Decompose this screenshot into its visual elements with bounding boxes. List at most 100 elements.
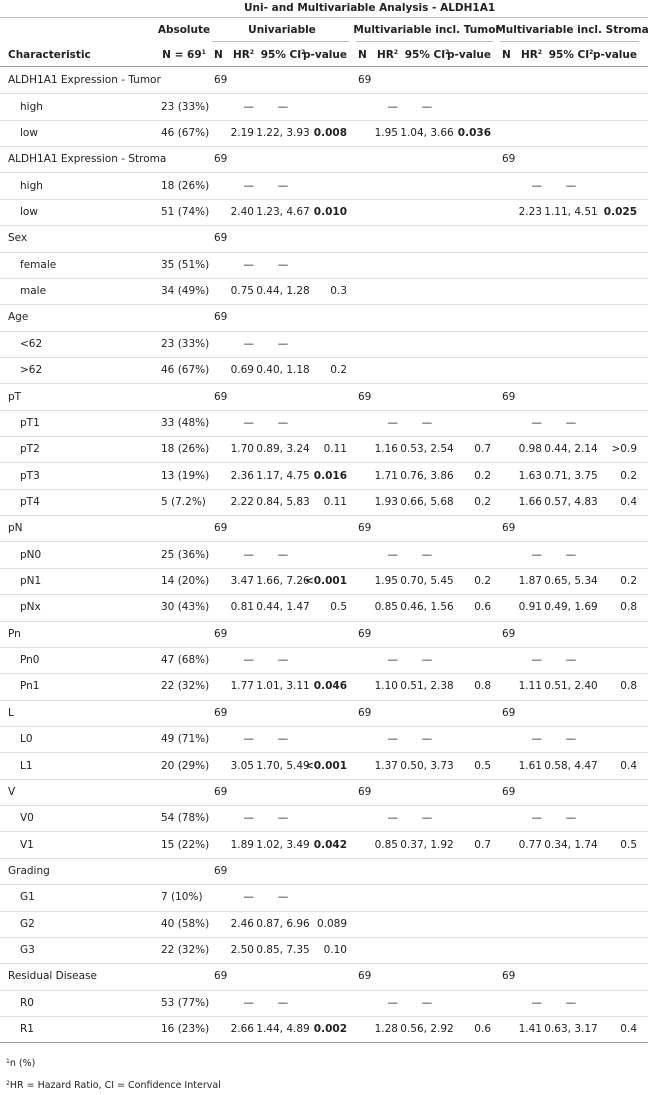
column-header-text: HR — [520, 49, 538, 61]
cell: 1.66 — [519, 495, 542, 509]
cell: 1.66, 7.26 — [203, 574, 363, 588]
cell: 40 (58%) — [161, 917, 209, 931]
cell: — — [203, 337, 363, 351]
cell-text: 0.49, 1.69 — [544, 601, 598, 614]
cell-text: 69 — [214, 970, 228, 983]
cell: 0.63, 3.17 — [491, 1022, 648, 1036]
cell-text: 0.71, 3.75 — [544, 469, 598, 482]
cell-text: — — [565, 996, 577, 1009]
cell-text: 1.41 — [518, 1023, 542, 1036]
rule — [0, 1042, 648, 1043]
spanner: Multivariable incl. Stroma — [492, 23, 648, 37]
cell-text: 0.57, 4.83 — [544, 495, 598, 508]
cell: 0.2 — [330, 363, 347, 377]
cell: 0.2 — [620, 469, 637, 483]
column-header-text: 95% CI — [260, 49, 302, 61]
cell-text: 69 — [214, 311, 228, 324]
row-label: pT — [8, 390, 21, 404]
cell-text: 0.2 — [620, 575, 637, 588]
row-label-text: ALDH1A1 Expression - Stroma — [8, 153, 167, 166]
cell-text: 0.85 — [374, 601, 398, 614]
row-label-text: G1 — [20, 891, 35, 904]
cell-text: 0.44, 1.28 — [256, 285, 310, 298]
cell: 0.77 — [519, 838, 542, 852]
cell: 51 (74%) — [161, 205, 209, 219]
cell-text: 0.58, 4.47 — [544, 759, 598, 772]
row-label: L1 — [20, 759, 33, 773]
cell-text: 53 (77%) — [161, 996, 210, 1009]
cell: — — [532, 811, 543, 825]
cell: 1.23, 4.67 — [203, 205, 363, 219]
cell: — — [491, 179, 648, 193]
header-absolute: Absolute — [104, 23, 264, 37]
cell-text: 69 — [358, 970, 372, 983]
cell-text: — — [531, 548, 543, 561]
rule — [0, 673, 648, 674]
cell-text: 0.51, 2.38 — [400, 680, 454, 693]
cell-text: 1.17, 4.75 — [256, 469, 310, 482]
cell: 1.22, 3.93 — [203, 126, 363, 140]
cell-text: 34 (49%) — [161, 285, 210, 298]
cell: <0.001 — [305, 759, 347, 773]
cell-text: 69 — [214, 390, 228, 403]
cell-text: 1.95 — [374, 575, 398, 588]
cell: 69 — [214, 521, 227, 535]
cell-text: 0.56, 2.92 — [400, 1023, 454, 1036]
cell: 1.17, 4.75 — [203, 469, 363, 483]
cell: 0.87, 6.96 — [203, 917, 363, 931]
rule — [0, 911, 648, 912]
cell-text: 0.002 — [313, 1023, 347, 1036]
cell: 1.77 — [231, 679, 254, 693]
row-label: pT2 — [20, 442, 40, 456]
row-label: pN0 — [20, 548, 41, 562]
cell: 1.01, 3.11 — [203, 679, 363, 693]
cell-text: — — [421, 416, 433, 429]
rule — [0, 963, 648, 964]
cell-text: 3.05 — [230, 759, 254, 772]
cell: 0.40, 1.18 — [203, 363, 363, 377]
cell: 69 — [358, 706, 371, 720]
cell: 0.8 — [474, 679, 491, 693]
cell-text: 0.8 — [620, 680, 637, 693]
cell-text: <0.001 — [304, 759, 347, 772]
cell-text: 25 (36%) — [161, 548, 210, 561]
cell: 1.02, 3.49 — [203, 838, 363, 852]
cell-text: 0.2 — [330, 364, 347, 377]
cell: — — [244, 179, 255, 193]
row-label: L — [8, 706, 14, 720]
row-label: Pn0 — [20, 653, 39, 667]
column-header: 95% CI2 — [347, 48, 507, 62]
column-header-text: N — [358, 49, 367, 61]
cell: — — [203, 996, 363, 1010]
cell: — — [347, 811, 507, 825]
cell: 0.4 — [620, 759, 637, 773]
cell: 22 (32%) — [161, 943, 209, 957]
row-label-text: Pn0 — [20, 654, 40, 667]
cell: 46 (67%) — [161, 363, 209, 377]
column-header: HR2 — [377, 48, 398, 62]
cell-text: 16 (23%) — [161, 1023, 210, 1036]
cell-text: 2.19 — [230, 126, 254, 139]
cell-text: 0.008 — [313, 126, 347, 139]
cell: 47 (68%) — [161, 653, 209, 667]
rule — [0, 225, 648, 226]
cell-text: 23 (33%) — [161, 337, 210, 350]
row-label: R0 — [20, 996, 34, 1010]
cell: 0.036 — [458, 126, 491, 140]
cell: 0.5 — [474, 759, 491, 773]
cell: 0.2 — [474, 495, 491, 509]
footnote: 2HR = Hazard Ratio, CI = Confidence Inte… — [6, 1079, 221, 1093]
rule — [0, 884, 648, 885]
cell: — — [244, 258, 255, 272]
cell: 0.11 — [324, 495, 347, 509]
cell: 0.85 — [375, 600, 398, 614]
cell-text: 1.89 — [230, 838, 254, 851]
cell: 0.66, 5.68 — [347, 495, 507, 509]
row-label-text: L0 — [20, 733, 33, 746]
rule — [0, 383, 648, 384]
cell: 69 — [358, 73, 371, 87]
cell-text: 0.2 — [474, 469, 491, 482]
cell: 20 (29%) — [161, 759, 209, 773]
rule — [212, 41, 349, 42]
